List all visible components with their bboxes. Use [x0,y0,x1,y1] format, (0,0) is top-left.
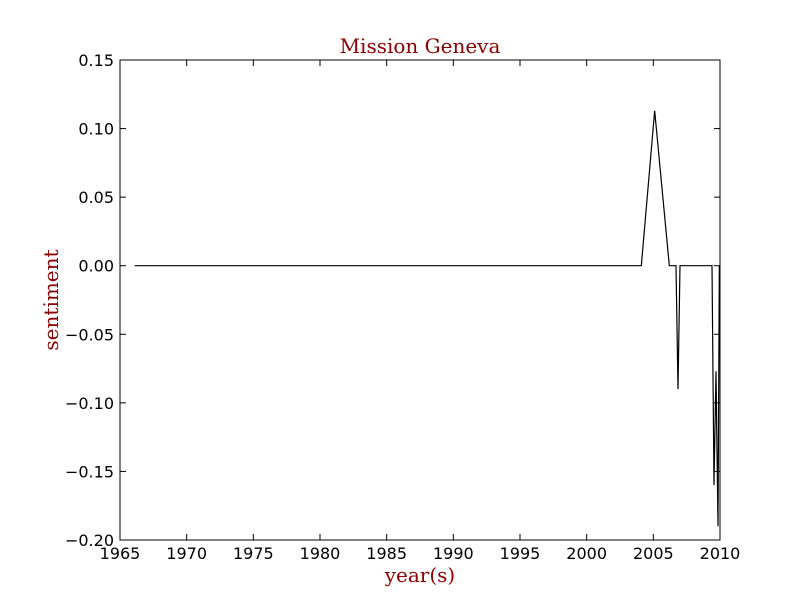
x-tick-label: 2005 [633,544,674,563]
y-tick-label: −0.10 [65,394,114,413]
series-line-0 [134,110,720,527]
x-tick-label: 1995 [500,544,541,563]
y-axis: 0.15 0.10 0.05 0.00 −0.05 −0.10 −0.15 −0.20 [65,51,720,550]
x-tick-label: 1990 [433,544,474,563]
y-tick-label: 0.00 [78,257,114,276]
x-axis-label: year(s) [384,563,456,587]
x-tick-label: 2000 [566,544,607,563]
x-tick-label: 1970 [166,544,207,563]
x-tick-label: 1985 [366,544,407,563]
y-tick-label: 0.05 [78,188,114,207]
series-group [134,110,720,527]
x-axis: 1965 1970 1975 1980 1985 1990 1995 2000 2005 2010 [100,60,741,563]
chart-title: Mission Geneva [340,34,501,58]
y-tick-label: −0.15 [65,462,114,481]
y-axis-label: sentiment [39,249,63,350]
plot-area [119,59,721,541]
x-tick-label: 2010 [700,544,741,563]
y-tick-label: 0.15 [78,51,114,70]
y-tick-label: 0.10 [78,120,114,139]
y-tick-label: −0.05 [65,325,114,344]
x-tick-label: 1965 [100,544,141,563]
x-tick-label: 1975 [233,544,274,563]
x-tick-label: 1980 [300,544,341,563]
y-tick-label: −0.20 [65,531,114,550]
